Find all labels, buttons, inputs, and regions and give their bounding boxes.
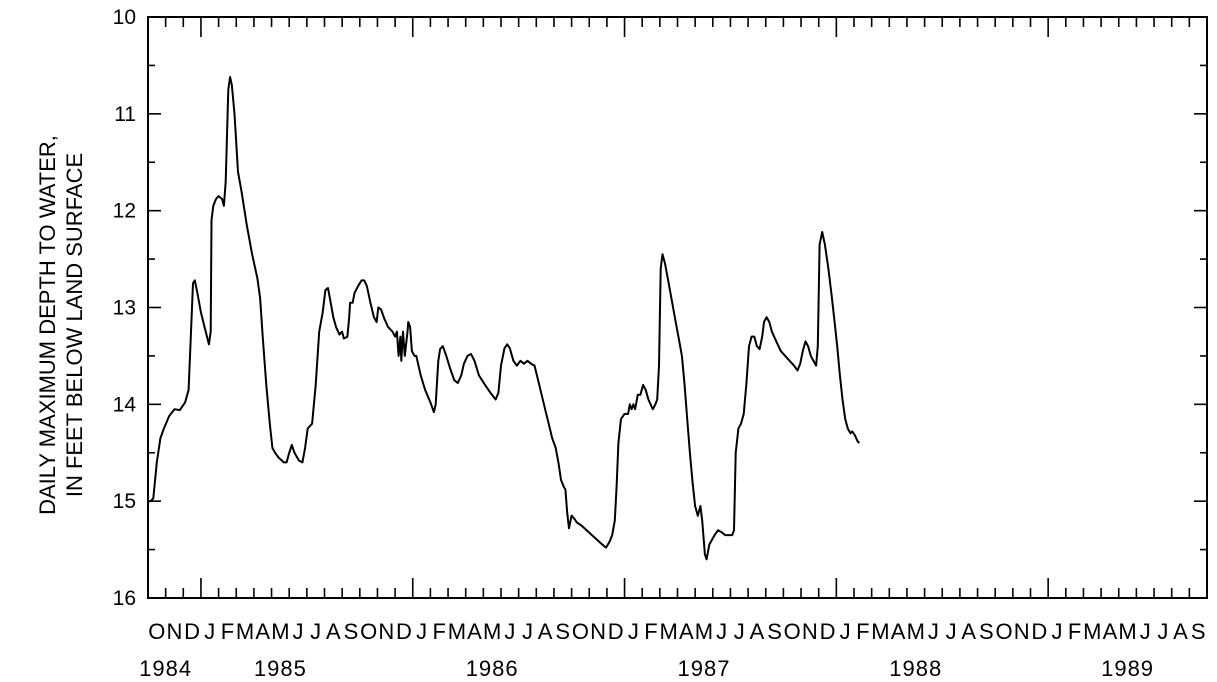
month-label: N [378, 619, 394, 644]
month-label: N [167, 619, 183, 644]
month-label: J [734, 619, 745, 644]
month-label: O [995, 619, 1012, 644]
month-label: F [432, 619, 445, 644]
year-label: 1988 [889, 656, 942, 681]
month-label: N [590, 619, 606, 644]
month-label: J [293, 619, 304, 644]
month-label: J [1140, 619, 1151, 644]
month-label: M [483, 619, 501, 644]
year-label: 1986 [466, 656, 519, 681]
month-label: J [928, 619, 939, 644]
month-label: D [608, 619, 624, 644]
month-label: A [538, 619, 553, 644]
month-label: D [396, 619, 412, 644]
y-axis-title: DAILY MAXIMUM DEPTH TO WATER, IN FEET BE… [35, 135, 87, 515]
month-label: S [344, 619, 359, 644]
month-label: S [555, 619, 570, 644]
month-label: A [679, 619, 694, 644]
month-label: D [184, 619, 200, 644]
month-label: O [148, 619, 165, 644]
month-label: M [1083, 619, 1101, 644]
month-label: M [907, 619, 925, 644]
y-tick-label: 16 [113, 587, 136, 610]
month-label: D [820, 619, 836, 644]
month-label: M [236, 619, 254, 644]
month-label: A [467, 619, 482, 644]
y-axis-title-line1: DAILY MAXIMUM DEPTH TO WATER, [35, 135, 60, 515]
y-tick-label: 12 [113, 200, 136, 223]
year-label: 1984 [139, 656, 192, 681]
month-label: F [644, 619, 657, 644]
month-label: M [695, 619, 713, 644]
month-label: D [1031, 619, 1047, 644]
month-label: J [416, 619, 427, 644]
month-label: A [891, 619, 906, 644]
month-label: M [271, 619, 289, 644]
month-label: J [1157, 619, 1168, 644]
month-label: M [448, 619, 466, 644]
month-label: N [1014, 619, 1030, 644]
month-label: F [856, 619, 869, 644]
month-label: O [572, 619, 589, 644]
month-label: A [326, 619, 341, 644]
y-tick-label: 14 [113, 393, 137, 416]
month-label: J [628, 619, 639, 644]
month-label: O [360, 619, 377, 644]
month-label: A [255, 619, 270, 644]
y-tick-label: 15 [113, 490, 136, 513]
plot-frame [147, 16, 1208, 599]
month-label: A [1173, 619, 1188, 644]
month-label: J [504, 619, 515, 644]
month-label: M [1118, 619, 1136, 644]
month-label: A [1103, 619, 1118, 644]
y-tick-label: 10 [113, 6, 136, 29]
month-label: S [979, 619, 994, 644]
month-label: J [310, 619, 321, 644]
y-axis-title-line2: IN FEET BELOW LAND SURFACE [62, 153, 87, 497]
month-label: J [716, 619, 727, 644]
year-label: 1985 [254, 656, 307, 681]
month-label: S [1191, 619, 1206, 644]
month-label: A [961, 619, 976, 644]
y-tick-label: 13 [113, 297, 136, 320]
y-tick-label: 11 [114, 103, 136, 126]
year-label: 1989 [1101, 656, 1154, 681]
water-depth-line [148, 76, 861, 561]
month-label: J [1051, 619, 1062, 644]
month-label: M [660, 619, 678, 644]
month-label: S [767, 619, 782, 644]
month-label: N [802, 619, 818, 644]
month-label: M [871, 619, 889, 644]
year-label: 1987 [677, 656, 730, 681]
month-label: J [522, 619, 533, 644]
month-label: J [946, 619, 957, 644]
month-label: O [784, 619, 801, 644]
month-label: F [221, 619, 234, 644]
month-label: A [750, 619, 765, 644]
month-label: J [204, 619, 215, 644]
month-label: F [1068, 619, 1081, 644]
month-label: J [840, 619, 851, 644]
